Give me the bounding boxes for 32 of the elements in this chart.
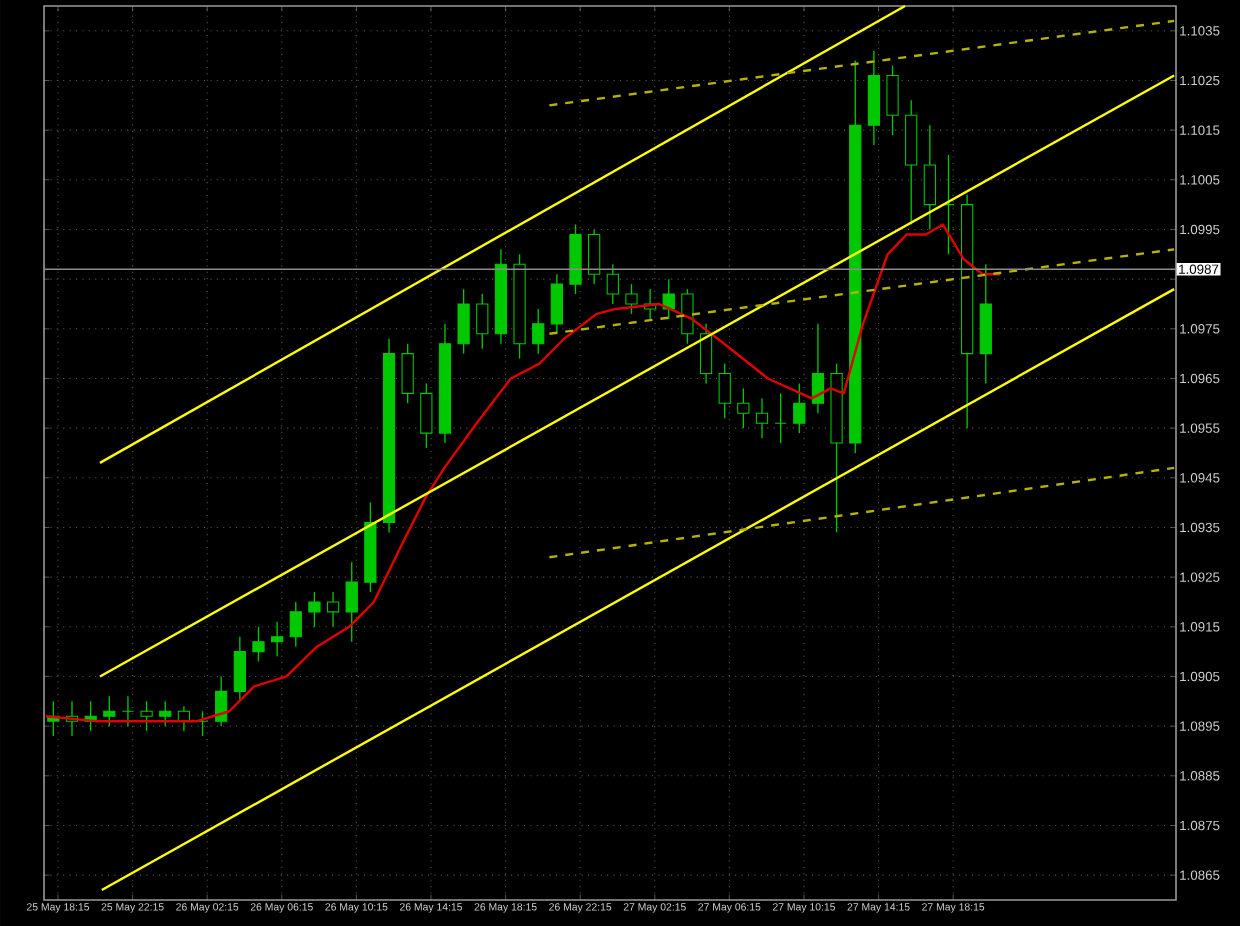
candlestick <box>215 675 228 727</box>
candlestick <box>737 387 750 429</box>
candlestick <box>588 228 601 285</box>
candlestick <box>625 283 638 315</box>
candlestick <box>699 323 713 385</box>
candlestick <box>326 591 340 628</box>
candlestick <box>289 601 302 648</box>
candlestick <box>811 323 825 414</box>
candlestick <box>476 293 489 350</box>
candlestick <box>606 263 619 305</box>
candlestick <box>457 288 470 355</box>
candlestick <box>420 382 433 449</box>
candlestick <box>252 626 265 663</box>
candlestick <box>718 362 731 419</box>
candlestick <box>345 561 358 643</box>
candlestick <box>774 392 787 444</box>
candlestick <box>121 695 135 727</box>
candlestick <box>793 382 806 434</box>
candlestick <box>923 124 936 231</box>
candlestick <box>681 288 694 345</box>
candlestick <box>550 273 563 335</box>
candlestick <box>886 64 899 136</box>
candlestick <box>233 636 246 702</box>
candlestick <box>159 700 172 727</box>
candlestick <box>271 621 284 658</box>
candlestick <box>755 397 769 439</box>
candlestick <box>140 700 153 732</box>
candlestick <box>532 308 545 355</box>
candlestick <box>103 695 116 727</box>
candlestick <box>662 278 675 320</box>
candlestick <box>308 591 321 628</box>
candlestick <box>401 343 414 404</box>
